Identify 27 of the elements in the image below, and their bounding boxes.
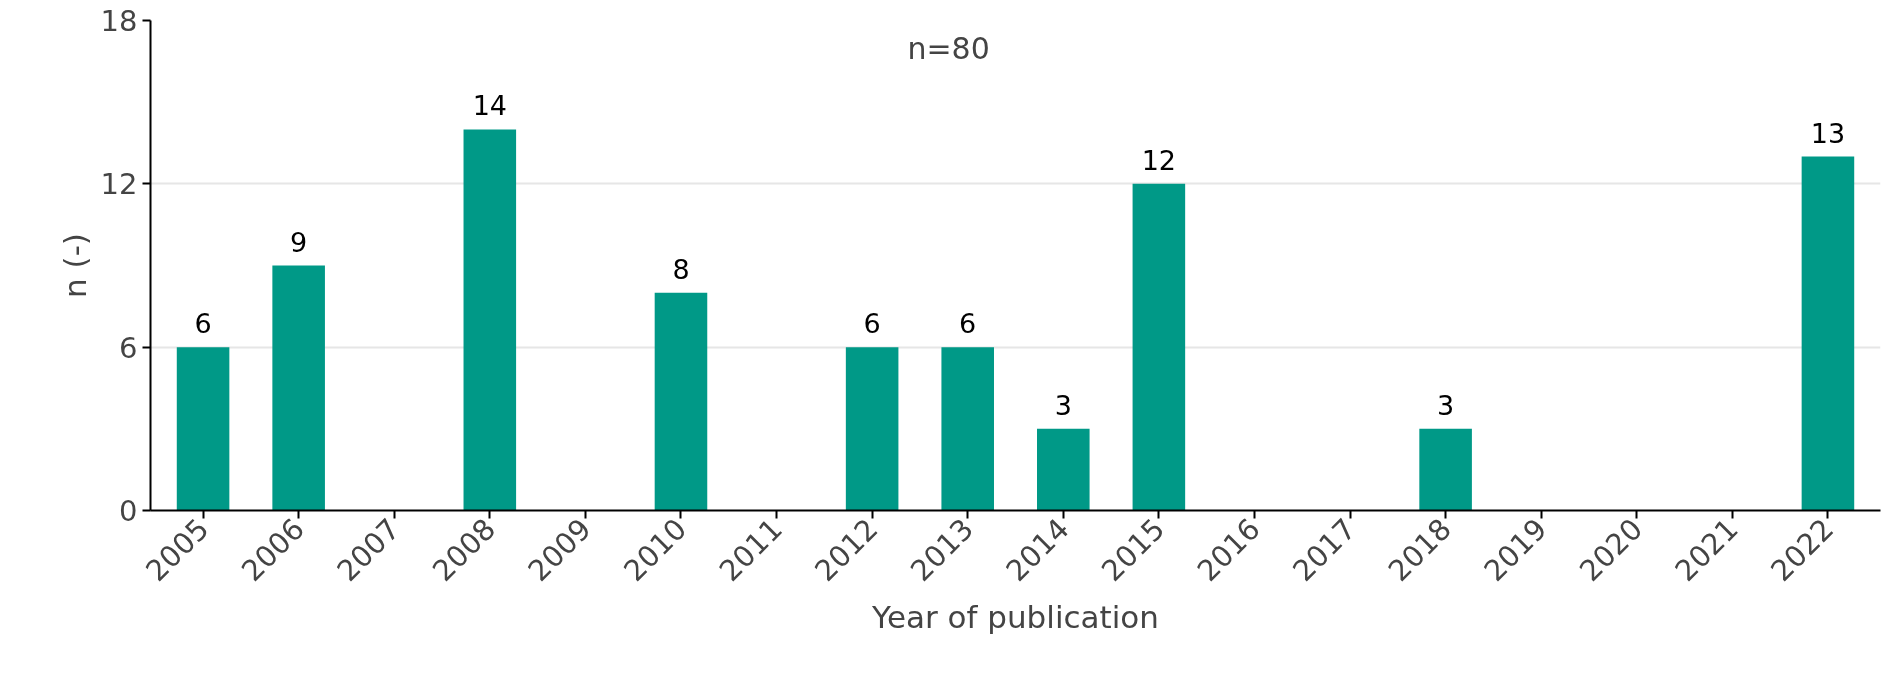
bar (176, 347, 230, 511)
bar (1037, 428, 1090, 511)
y-tick-label: 18 (100, 4, 138, 38)
data-label: 6 (959, 308, 977, 340)
bar (1419, 428, 1472, 511)
bar (272, 265, 325, 511)
bar (463, 129, 517, 511)
x-axis-title: Year of publication (871, 598, 1159, 635)
y-tick-label: 6 (119, 330, 138, 365)
data-label: 3 (1437, 389, 1455, 421)
bar (654, 292, 708, 511)
data-label: 6 (194, 308, 212, 340)
data-label: 6 (863, 308, 881, 340)
data-label: 9 (290, 226, 308, 258)
annotation: n=80 (907, 30, 990, 66)
bar (941, 347, 994, 511)
bar (845, 347, 899, 511)
data-label: 3 (1054, 389, 1072, 421)
y-tick-label: 12 (100, 167, 138, 202)
bar (1801, 156, 1855, 511)
y-tick-label: 0 (119, 494, 138, 528)
y-axis-title: n (-) (56, 233, 93, 298)
data-label: 14 (472, 90, 507, 122)
data-label: 13 (1810, 117, 1846, 149)
data-label: 12 (1141, 144, 1177, 176)
data-label: 8 (672, 253, 690, 285)
bar (1132, 183, 1186, 511)
